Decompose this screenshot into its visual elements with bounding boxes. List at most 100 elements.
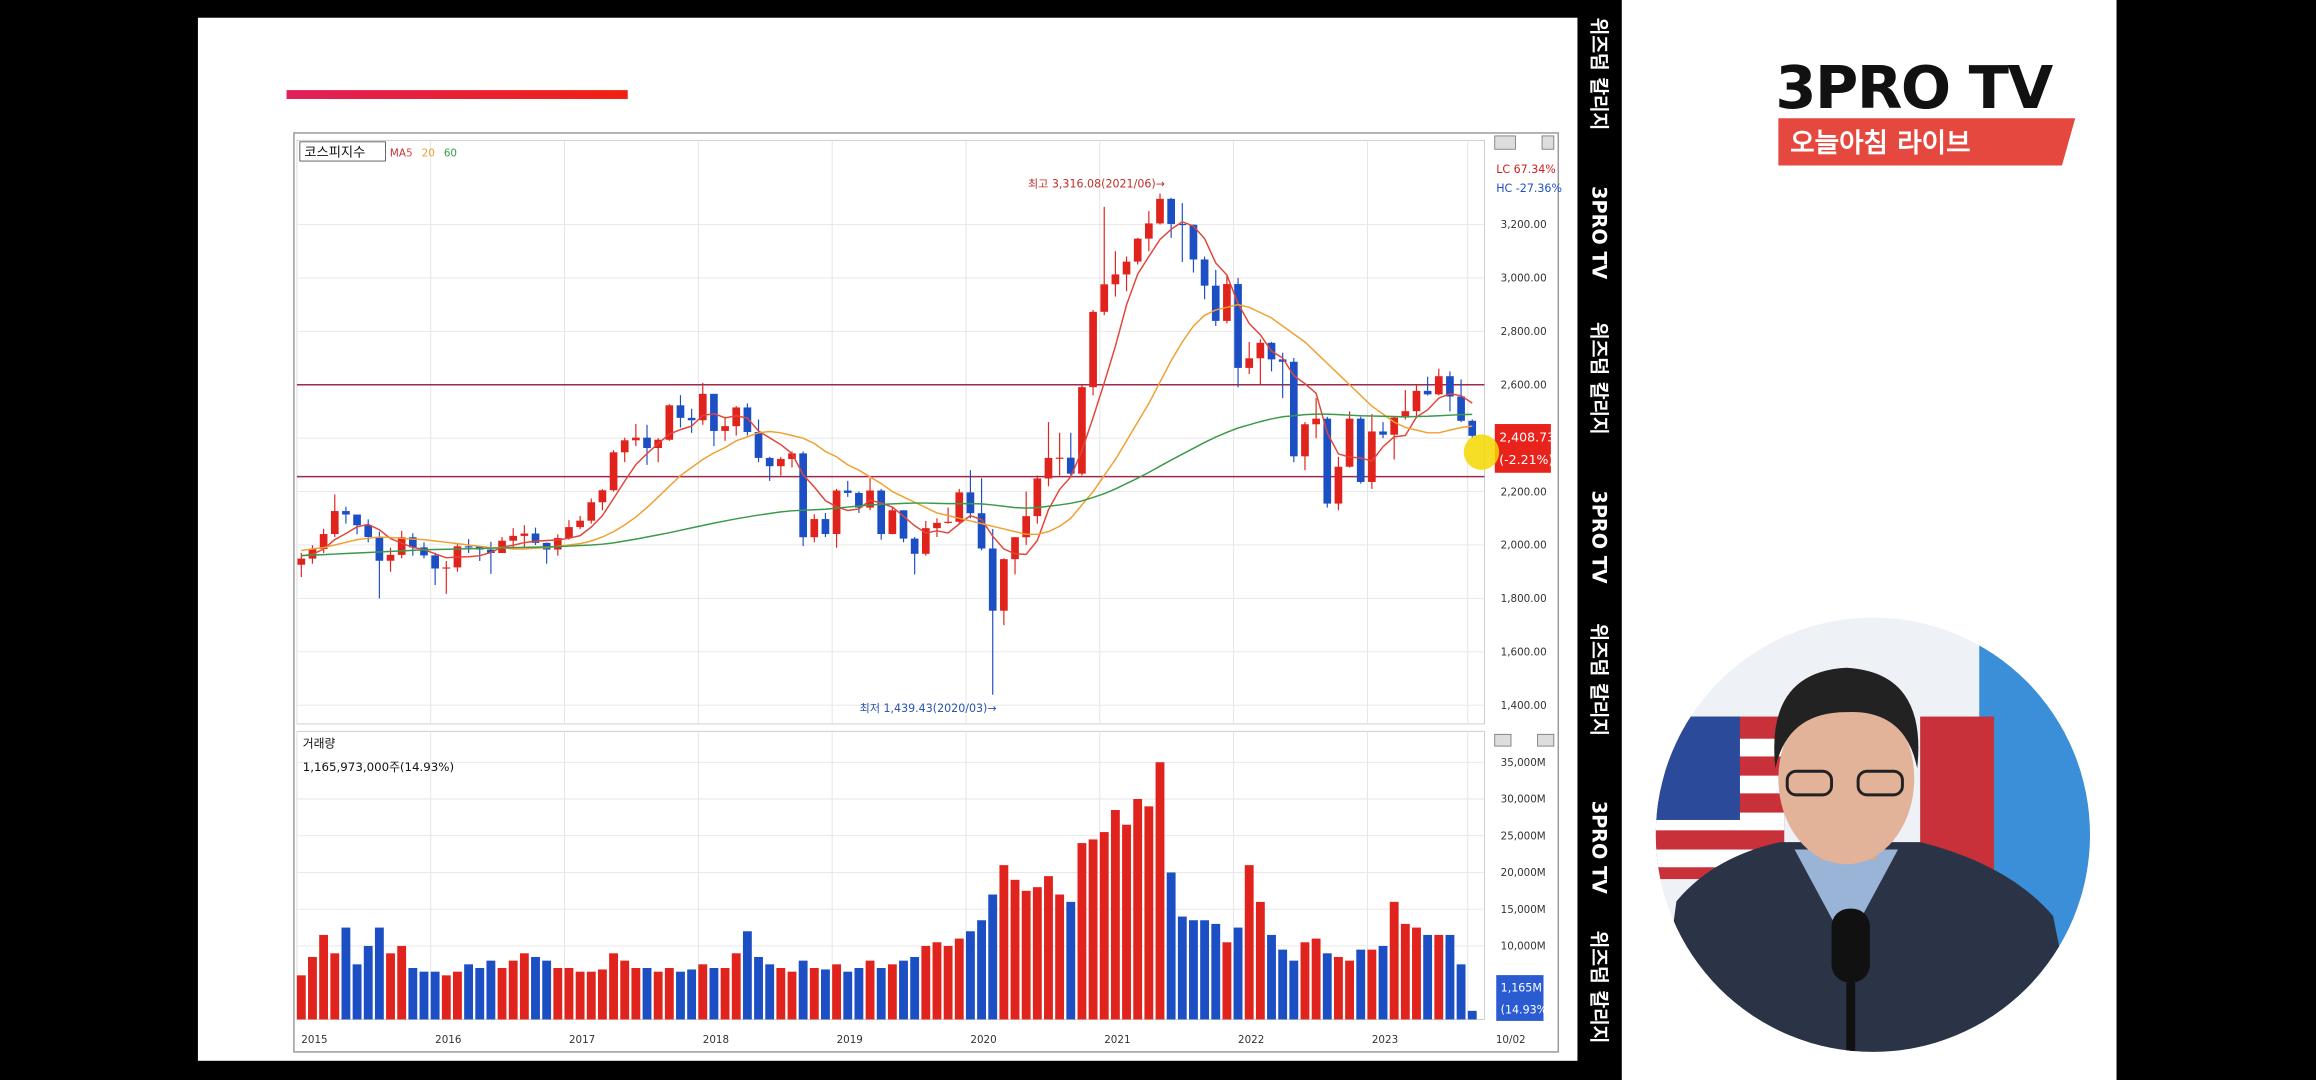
volume-bar xyxy=(1244,865,1254,1020)
candle-body xyxy=(1044,457,1053,479)
candle-body xyxy=(955,492,964,522)
volume-bar xyxy=(408,967,418,1020)
candle-body xyxy=(297,558,306,565)
candle-body xyxy=(899,510,908,539)
volume-bar xyxy=(787,971,797,1020)
volume-bar xyxy=(720,967,730,1020)
volume-bar xyxy=(709,967,719,1020)
candle-body xyxy=(487,549,495,554)
volume-bar xyxy=(876,967,886,1020)
candle-body xyxy=(643,437,651,449)
sidebar-text: 위즈덤 칼리지 xyxy=(1587,18,1610,131)
lc-label: LC 67.34% xyxy=(1496,163,1556,176)
volume-bar xyxy=(943,945,953,1020)
candle-body xyxy=(776,458,785,467)
volume-bar xyxy=(1077,843,1087,1020)
volume-bar xyxy=(1155,762,1165,1020)
candle-body xyxy=(698,393,707,421)
volume-bar xyxy=(1322,953,1332,1020)
volume-bar xyxy=(821,969,830,1020)
volume-bar xyxy=(586,971,596,1020)
ma-line xyxy=(301,413,1473,557)
volume-bar xyxy=(932,942,942,1020)
volume-bar xyxy=(965,931,975,1020)
x-tick-label: 2021 xyxy=(1104,1034,1130,1046)
volume-bar xyxy=(910,956,920,1020)
candle-body xyxy=(1356,418,1365,482)
candle-body xyxy=(743,407,752,433)
y-tick-label: 3,200.00 xyxy=(1501,219,1547,231)
volume-bar xyxy=(642,967,652,1020)
candle-body xyxy=(1278,359,1287,362)
annotation: 최고 3,316.08(2021/06)→ xyxy=(1028,178,1165,191)
candle-body xyxy=(966,492,975,514)
candle-body xyxy=(877,490,886,535)
candle-body xyxy=(921,528,930,554)
y-tick-label: 30,000M xyxy=(1501,794,1546,806)
candle-body xyxy=(1368,431,1376,482)
candle-body xyxy=(386,554,395,561)
hair xyxy=(1774,667,1919,769)
volume-bar xyxy=(1032,887,1042,1020)
volume-bar xyxy=(564,967,574,1020)
candle-body xyxy=(1256,342,1265,359)
candle-body xyxy=(1423,390,1432,395)
chart-frame xyxy=(293,132,1560,1053)
candle-body xyxy=(1334,466,1343,504)
candle-body xyxy=(397,537,406,555)
volume-bar xyxy=(954,938,964,1020)
panel-button[interactable] xyxy=(1494,135,1516,150)
candle-body xyxy=(1312,418,1320,425)
volume-bar xyxy=(620,960,630,1020)
candle-body xyxy=(1178,223,1187,226)
y-tick-label: 20,000M xyxy=(1501,867,1546,879)
volume-bar xyxy=(397,945,407,1020)
volume-bar xyxy=(341,927,351,1020)
candle-body xyxy=(1245,358,1254,368)
volume-bar xyxy=(742,931,752,1020)
candle-body xyxy=(520,533,529,536)
volume-bar xyxy=(765,964,775,1020)
volume-bar xyxy=(374,927,384,1020)
panel-button[interactable] xyxy=(1541,135,1555,150)
candle-body xyxy=(408,537,417,548)
volume-bar xyxy=(1133,799,1143,1020)
candle-body xyxy=(1078,387,1086,474)
volume-bar xyxy=(1233,927,1243,1020)
y-tick-label: 1,600.00 xyxy=(1501,647,1547,659)
cursor-highlight xyxy=(1463,434,1500,470)
sidebar-text: 위즈덤 칼리지 xyxy=(1587,931,1610,1044)
y-tick-label: 25,000M xyxy=(1501,830,1546,842)
sidebar-text: 위즈덤 칼리지 xyxy=(1587,623,1610,736)
candle-body xyxy=(821,519,830,535)
shirt xyxy=(1794,849,1898,946)
candle-body xyxy=(464,546,473,548)
volume-bar xyxy=(1445,934,1455,1020)
candle-body xyxy=(420,547,428,556)
volume-bar xyxy=(1110,810,1120,1020)
logo-title: 3PRO TV xyxy=(1775,53,2053,122)
panel-button[interactable] xyxy=(1494,733,1512,747)
panel-button[interactable] xyxy=(1537,733,1555,747)
candle-body xyxy=(933,522,941,529)
last-volume: 1,165M xyxy=(1501,981,1542,994)
volume-bar xyxy=(687,969,697,1020)
x-tick-label: 2020 xyxy=(970,1034,996,1046)
y-tick-label: 2,600.00 xyxy=(1501,379,1547,391)
volume-bar xyxy=(653,971,663,1020)
microphone xyxy=(1831,908,1870,983)
candle-body xyxy=(1033,478,1042,517)
legend: MA 5 20 60 xyxy=(390,148,457,160)
candle-body xyxy=(687,417,696,421)
candle-body xyxy=(1000,559,1008,611)
x-tick-label: 2016 xyxy=(435,1034,461,1046)
plot: 2015 2016 2017 2018 2019 2020 2021 2022 2023 10/0… xyxy=(296,140,1547,1046)
candle-body xyxy=(1122,261,1131,275)
candle-body xyxy=(319,534,328,549)
candle-body xyxy=(944,521,952,523)
volume-bar xyxy=(430,971,440,1020)
video xyxy=(1655,617,2091,1052)
candle-body xyxy=(810,519,819,538)
